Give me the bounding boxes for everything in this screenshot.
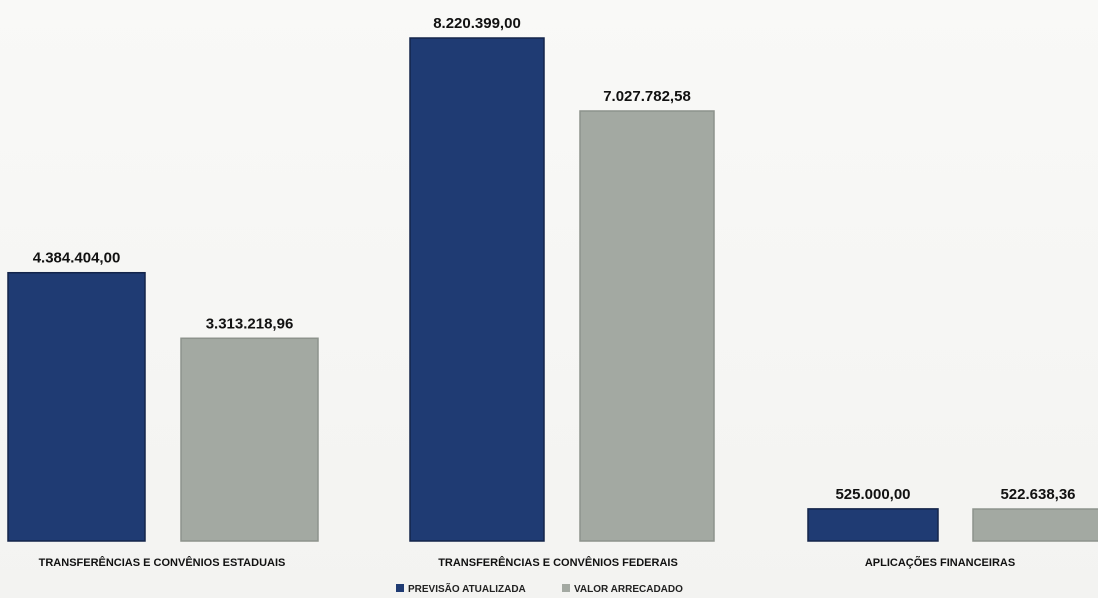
category-label-2: APLICAÇÕES FINANCEIRAS [865, 556, 1015, 569]
category-label-1: TRANSFERÊNCIAS E CONVÊNIOS FEDERAIS [438, 556, 678, 569]
legend-swatch-0 [396, 584, 404, 592]
data-label-previsao-0: 4.384.404,00 [33, 250, 121, 267]
bar-previsao-2 [807, 508, 939, 542]
legend-swatch-1 [562, 584, 570, 592]
data-label-arrecadado-2: 522.638,36 [1000, 486, 1075, 503]
data-label-arrecadado-0: 3.313.218,96 [206, 315, 294, 332]
bar-arrecadado-0 [180, 337, 319, 542]
category-label-0: TRANSFERÊNCIAS E CONVÊNIOS ESTADUAIS [39, 556, 286, 569]
legend-label-1: VALOR ARRECADADO [574, 584, 683, 595]
legend-label-0: PREVISÃO ATUALIZADA [408, 582, 526, 595]
bar-previsao-1 [409, 37, 545, 542]
data-label-previsao-1: 8.220.399,00 [433, 15, 521, 32]
data-label-arrecadado-1: 7.027.782,58 [603, 88, 691, 105]
bar-arrecadado-1 [579, 110, 715, 542]
bar-arrecadado-2 [972, 508, 1098, 542]
data-label-previsao-2: 525.000,00 [835, 486, 910, 503]
bar-previsao-0 [7, 271, 146, 542]
